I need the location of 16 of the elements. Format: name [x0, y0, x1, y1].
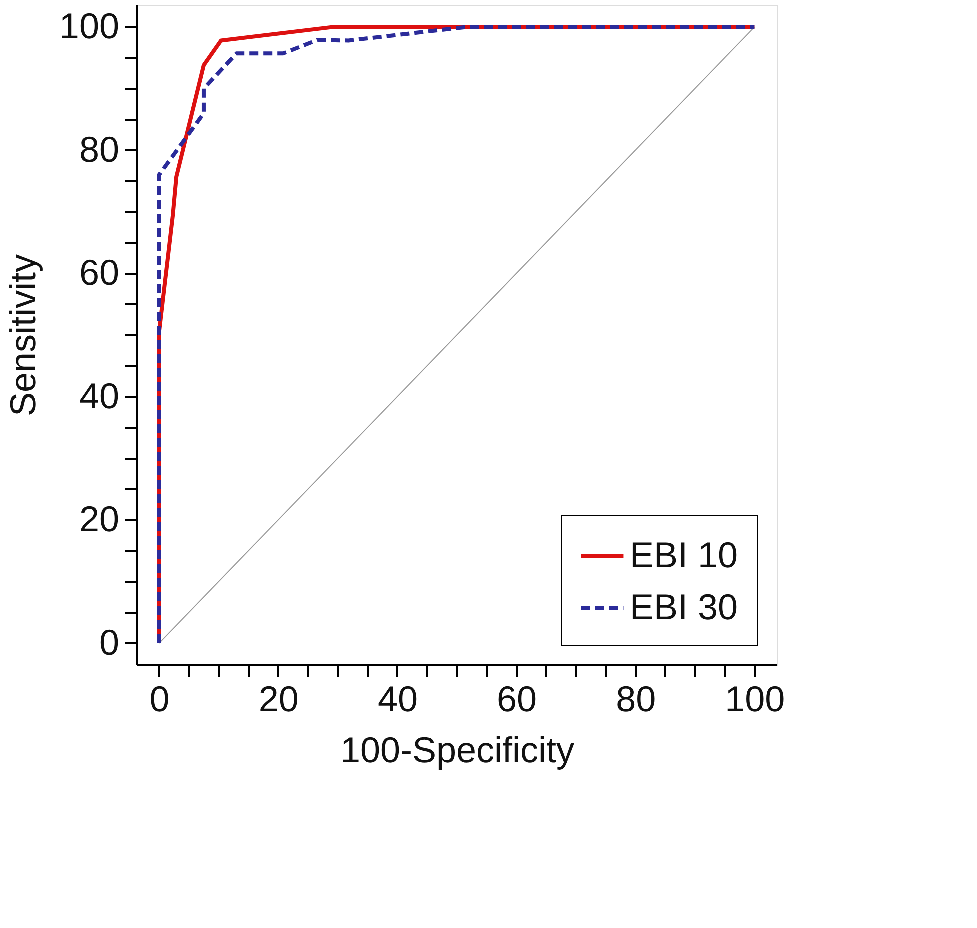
y-tick-label: 60 [79, 252, 120, 294]
y-tick-label: 20 [79, 498, 120, 540]
legend-label: EBI 10 [630, 534, 738, 576]
legend-label: EBI 30 [630, 586, 738, 628]
x-axis-title: 100-Specificity [340, 730, 575, 770]
y-tick-label: 40 [79, 375, 120, 416]
y-tick-label: 80 [79, 128, 120, 170]
x-tick-label: 80 [616, 678, 656, 720]
y-tick-label: 100 [59, 6, 120, 47]
y-axis-title: Sensitivity [2, 254, 44, 417]
x-tick-label: 20 [258, 678, 299, 720]
x-tick-label: 100 [725, 678, 786, 720]
y-tick-label: 0 [99, 622, 120, 663]
x-tick-label: 40 [378, 678, 418, 720]
x-tick-label: 0 [150, 678, 170, 720]
x-tick-label: 60 [497, 678, 538, 720]
